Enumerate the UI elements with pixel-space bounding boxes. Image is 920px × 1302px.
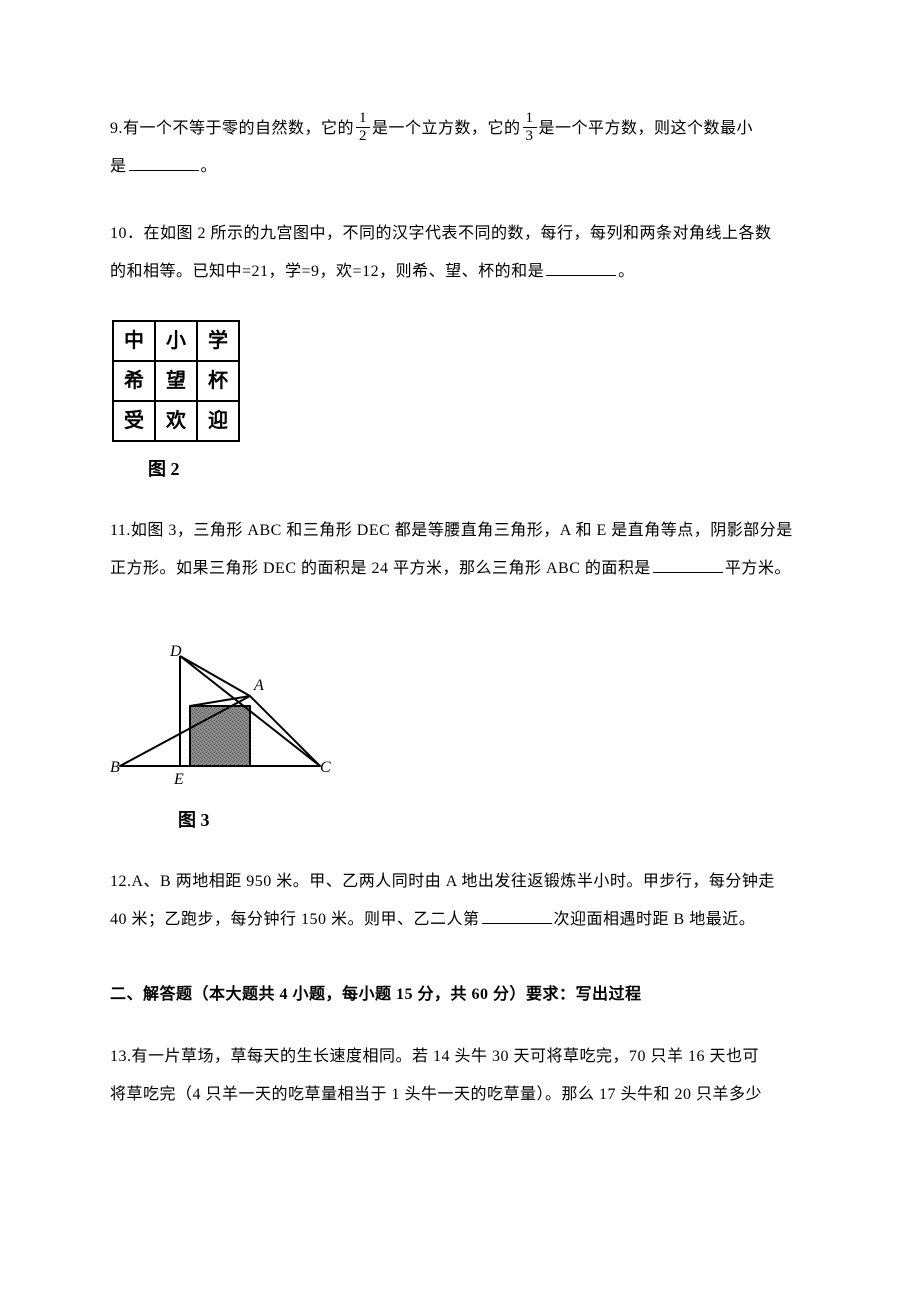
- cell: 希: [113, 361, 155, 401]
- q12-text-a: 12.A、B 两地相距 950 米。甲、乙两人同时由 A 地出发往返锻炼半小时。…: [110, 873, 775, 890]
- svg-text:B: B: [110, 759, 120, 776]
- figure-2: 中 小 学 希 望 杯 受 欢 迎 图 2: [110, 320, 820, 478]
- blank-input: [653, 556, 723, 573]
- q12-text-b: 40 米；乙跑步，每分钟行 150 米。则甲、乙二人第: [110, 911, 480, 928]
- svg-text:A: A: [253, 677, 264, 694]
- frac-num: 1: [356, 111, 370, 128]
- frac-den: 2: [356, 128, 370, 144]
- geometry-diagram: B E C A D: [110, 616, 340, 791]
- svg-text:E: E: [173, 771, 184, 788]
- q13-text-a: 13.有一片草场，草每天的生长速度相同。若 14 头牛 30 天可将草吃完，70…: [110, 1048, 759, 1065]
- q10-text-c: 。: [618, 263, 635, 280]
- q9-mid1: 是一个立方数，它的: [372, 120, 521, 137]
- q12-text-c: 次迎面相遇时距 B 地最近。: [554, 911, 756, 928]
- blank-input: [482, 907, 552, 924]
- fraction-1-over-2: 12: [356, 111, 370, 144]
- blank-input: [129, 154, 199, 171]
- frac-den: 3: [523, 128, 537, 144]
- question-12: 12.A、B 两地相距 950 米。甲、乙两人同时由 A 地出发往返锻炼半小时。…: [110, 863, 820, 940]
- question-11: 11.如图 3，三角形 ABC 和三角形 DEC 都是等腰直角三角形，A 和 E…: [110, 512, 820, 589]
- cell: 迎: [197, 401, 239, 441]
- q10-text-b: 的和相等。已知中=21，学=9，欢=12，则希、望、杯的和是: [110, 263, 544, 280]
- cell: 望: [155, 361, 197, 401]
- figure-3: B E C A D 图 3: [110, 616, 820, 828]
- cell: 杯: [197, 361, 239, 401]
- cell: 受: [113, 401, 155, 441]
- fraction-1-over-3: 13: [523, 111, 537, 144]
- svg-text:D: D: [169, 643, 182, 660]
- cell: 小: [155, 321, 197, 361]
- cell: 欢: [155, 401, 197, 441]
- frac-num: 1: [523, 111, 537, 128]
- figure-3-caption: 图 3: [178, 811, 820, 829]
- table-row: 希 望 杯: [113, 361, 239, 401]
- q13-text-b: 将草吃完（4 只羊一天的吃草量相当于 1 头牛一天的吃草量）。那么 17 头牛和…: [110, 1086, 762, 1103]
- svg-text:C: C: [320, 759, 331, 776]
- question-10: 10．在如图 2 所示的九宫图中，不同的汉字代表不同的数，每行，每列和两条对角线…: [110, 215, 820, 292]
- section-2-heading: 二、解答题（本大题共 4 小题，每小题 15 分，共 60 分）要求：写出过程: [110, 976, 820, 1014]
- table-row: 受 欢 迎: [113, 401, 239, 441]
- q9-mid2: 是一个平方数，则这个数最小: [539, 120, 754, 137]
- q10-text-a: 10．在如图 2 所示的九宫图中，不同的汉字代表不同的数，每行，每列和两条对角线…: [110, 225, 772, 242]
- q9-line2-suffix: 。: [201, 158, 218, 175]
- magic-square-grid: 中 小 学 希 望 杯 受 欢 迎: [112, 320, 240, 442]
- blank-input: [546, 259, 616, 276]
- q11-text-b: 正方形。如果三角形 DEC 的面积是 24 平方米，那么三角形 ABC 的面积是: [110, 560, 651, 577]
- q11-text-c: 平方米。: [725, 560, 791, 577]
- cell: 中: [113, 321, 155, 361]
- q9-line2-prefix: 是: [110, 158, 127, 175]
- question-13: 13.有一片草场，草每天的生长速度相同。若 14 头牛 30 天可将草吃完，70…: [110, 1038, 820, 1115]
- table-row: 中 小 学: [113, 321, 239, 361]
- cell: 学: [197, 321, 239, 361]
- q9-prefix: 9.有一个不等于零的自然数，它的: [110, 120, 354, 137]
- question-9: 9.有一个不等于零的自然数，它的12是一个立方数，它的13是一个平方数，则这个数…: [110, 110, 820, 187]
- q11-text-a: 11.如图 3，三角形 ABC 和三角形 DEC 都是等腰直角三角形，A 和 E…: [110, 522, 793, 539]
- figure-2-caption: 图 2: [148, 460, 820, 478]
- page-content: 9.有一个不等于零的自然数，它的12是一个立方数，它的13是一个平方数，则这个数…: [0, 0, 920, 1175]
